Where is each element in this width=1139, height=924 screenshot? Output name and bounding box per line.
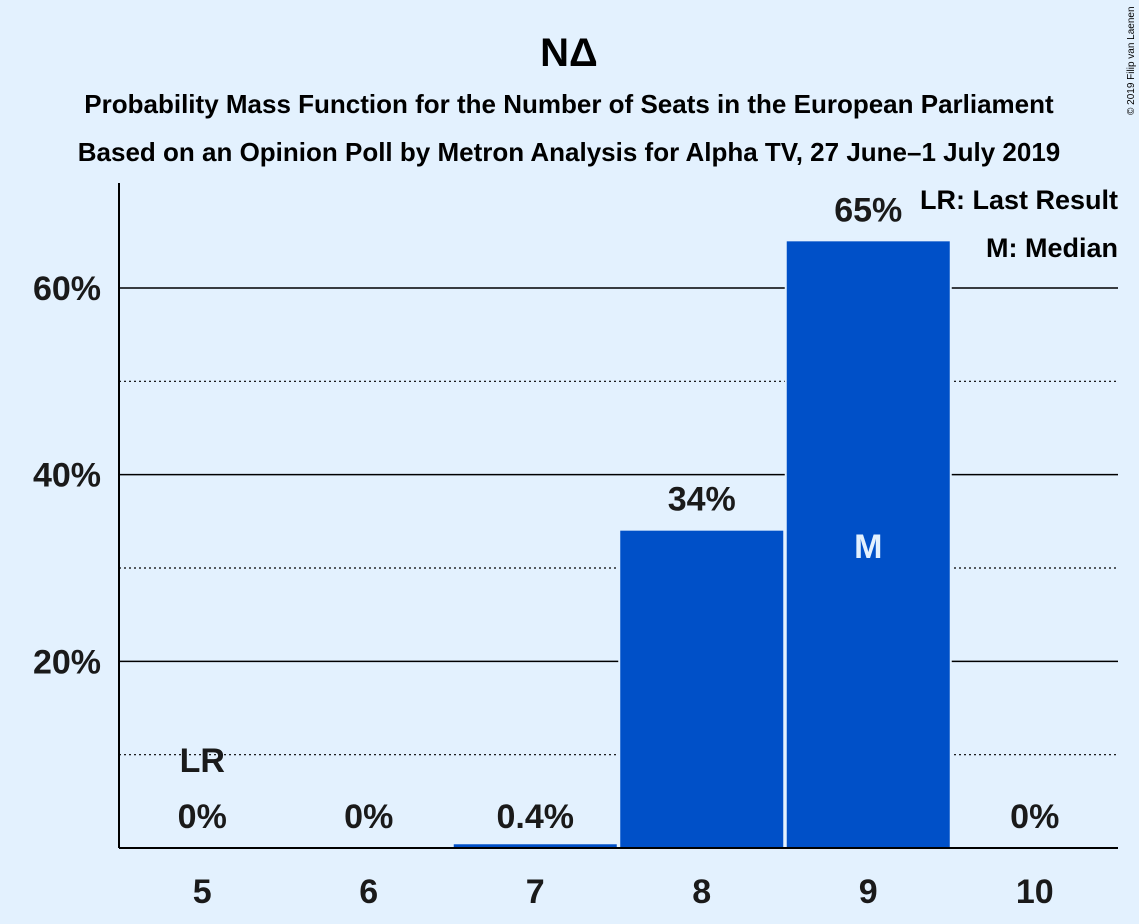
x-tick-label-9: 9 (859, 873, 878, 911)
legend-last-result: LR: Last Result (920, 185, 1118, 215)
value-label-5: 0% (178, 798, 227, 836)
axes: 20% 40% 60% 5 6 7 8 9 10 (33, 183, 1118, 911)
x-tick-label-7: 7 (526, 873, 545, 911)
last-result-marker: LR (180, 742, 225, 780)
x-tick-label-6: 6 (359, 873, 378, 911)
data-labels: 0% LR 0% 0.4% 34% 65% M 0% (178, 191, 1060, 836)
value-label-6: 0% (344, 798, 393, 836)
value-label-10: 0% (1010, 798, 1059, 836)
bar-7 (453, 844, 617, 848)
bar-8 (620, 530, 784, 848)
bar-9 (786, 241, 950, 849)
value-label-7: 0.4% (497, 798, 575, 836)
x-tick-label-8: 8 (692, 873, 711, 911)
y-tick-label: 40% (33, 457, 101, 495)
value-label-9: 65% (834, 191, 902, 229)
copyright: © 2019 Filip van Laenen (1126, 6, 1137, 115)
x-tick-label-5: 5 (193, 873, 212, 911)
value-label-8: 34% (668, 481, 736, 519)
chart-subtitle-2: Based on an Opinion Poll by Metron Analy… (78, 137, 1061, 167)
y-tick-label: 60% (33, 270, 101, 308)
chart-subtitle-1: Probability Mass Function for the Number… (84, 89, 1054, 119)
x-tick-label-10: 10 (1016, 873, 1054, 911)
legend-median: M: Median (986, 233, 1118, 263)
bars (451, 239, 952, 849)
median-marker: M (854, 528, 882, 566)
y-tick-label: 20% (33, 643, 101, 681)
chart-title: NΔ (540, 31, 598, 75)
